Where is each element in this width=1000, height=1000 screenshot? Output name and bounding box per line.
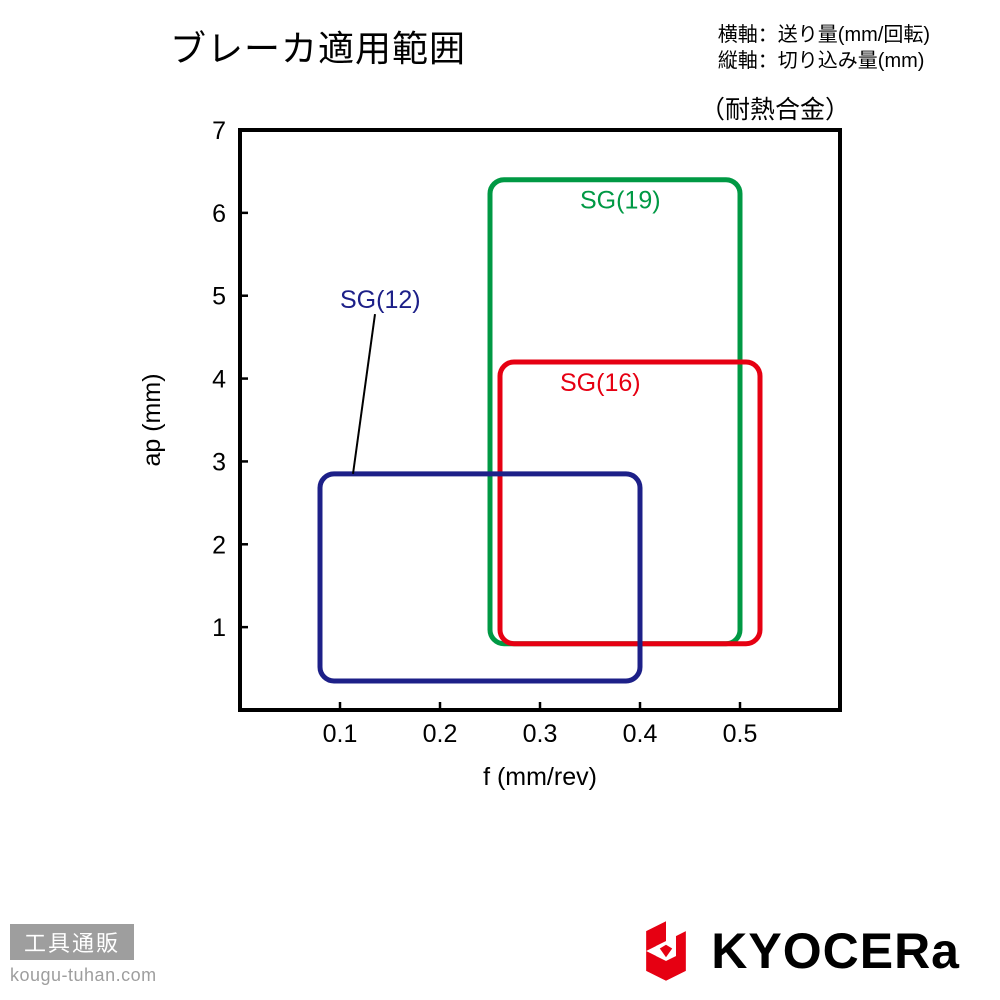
- svg-text:1: 1: [212, 614, 226, 642]
- brand: KYOCERa: [635, 920, 960, 982]
- svg-text:SG(16): SG(16): [560, 369, 641, 397]
- svg-text:f (mm/rev): f (mm/rev): [483, 763, 597, 791]
- svg-text:0.4: 0.4: [623, 720, 658, 748]
- svg-text:0.1: 0.1: [323, 720, 358, 748]
- svg-text:SG(19): SG(19): [580, 187, 661, 215]
- axis-legend-x: 横軸：送り量(mm/回転): [718, 22, 930, 48]
- svg-text:6: 6: [212, 200, 226, 228]
- chart: 0.1 0.2 0.3 0.4 0.5 1 2 3 4 5 6 7 f (mm/rev) ap (mm) S…: [110, 120, 870, 820]
- brand-text: KYOCERa: [711, 922, 960, 980]
- svg-text:5: 5: [212, 283, 226, 311]
- svg-text:2: 2: [212, 531, 226, 559]
- vendor-url: kougu-tuhan.com: [10, 965, 157, 986]
- axis-legend: 横軸：送り量(mm/回転) 縦軸：切り込み量(mm): [718, 22, 930, 74]
- kyocera-logo-icon: [635, 920, 697, 982]
- svg-text:0.2: 0.2: [423, 720, 458, 748]
- svg-text:3: 3: [212, 448, 226, 476]
- svg-text:4: 4: [212, 366, 226, 394]
- svg-text:SG(12): SG(12): [340, 286, 421, 314]
- axis-legend-y: 縦軸：切り込み量(mm): [718, 48, 930, 74]
- svg-text:7: 7: [212, 120, 226, 145]
- svg-text:0.5: 0.5: [723, 720, 758, 748]
- page-title: ブレーカ適用範囲: [170, 20, 466, 72]
- footer: 工具通販 kougu-tuhan.com KYOCERa: [0, 910, 1000, 1000]
- vendor-badge: 工具通販: [10, 924, 134, 960]
- svg-text:ap (mm): ap (mm): [138, 373, 166, 466]
- svg-text:0.3: 0.3: [523, 720, 558, 748]
